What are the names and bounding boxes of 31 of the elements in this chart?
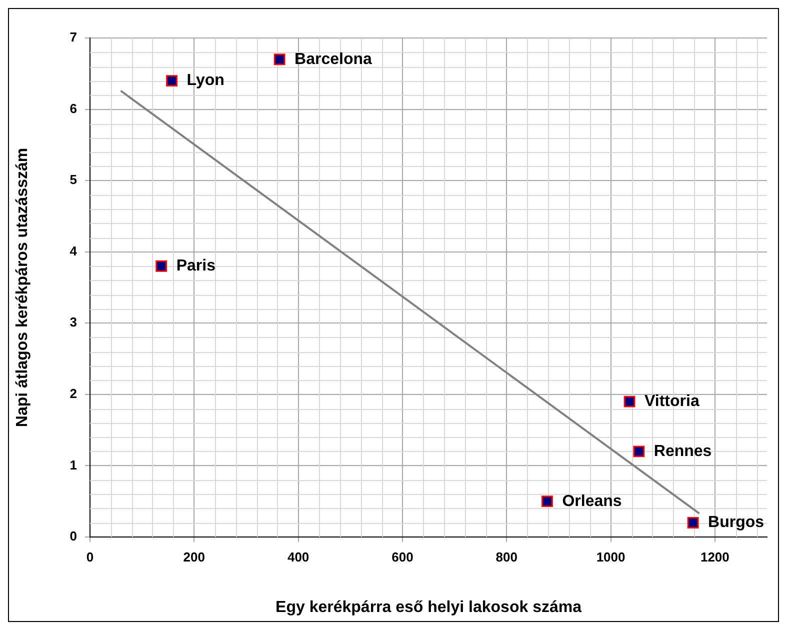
x-axis-title: Egy kerékpárra eső helyi lakosok száma: [276, 598, 582, 616]
x-tick-label: 1000: [596, 549, 626, 564]
x-tick-label: 1200: [700, 549, 730, 564]
point: [624, 396, 636, 408]
y-tick-label: 6: [70, 100, 77, 116]
annotation: Barcelona: [294, 50, 372, 68]
x-tick-label: 800: [496, 549, 518, 564]
x-tick-label: 600: [392, 549, 414, 564]
y-tick-label: 5: [70, 172, 77, 188]
y-tick-label: 7: [70, 30, 77, 45]
annotation: Lyon: [186, 72, 224, 90]
y-tick-label: 0: [70, 528, 77, 544]
annotation: Rennes: [654, 442, 712, 460]
annotation: Paris: [176, 258, 216, 275]
point: [156, 260, 168, 272]
y-axis-title: Napi átlagos kerékpáros utazásszám: [14, 148, 32, 428]
x-tick-label: 0: [86, 549, 94, 564]
point: [166, 75, 178, 86]
point: [274, 54, 286, 66]
y-tick-label: 3: [70, 314, 77, 330]
annotation: Vittoria: [644, 392, 700, 410]
annotation: Orleans: [562, 492, 622, 510]
x-tick-label: 200: [183, 549, 206, 564]
x-tick-label: 400: [287, 549, 310, 564]
point: [633, 446, 645, 458]
point: [687, 517, 699, 528]
y-tick-label: 2: [70, 386, 77, 402]
y-tick-label: 4: [70, 243, 78, 258]
annotation: Burgos: [708, 514, 764, 532]
y-tick-label: 1: [70, 457, 77, 472]
point: [542, 496, 553, 508]
